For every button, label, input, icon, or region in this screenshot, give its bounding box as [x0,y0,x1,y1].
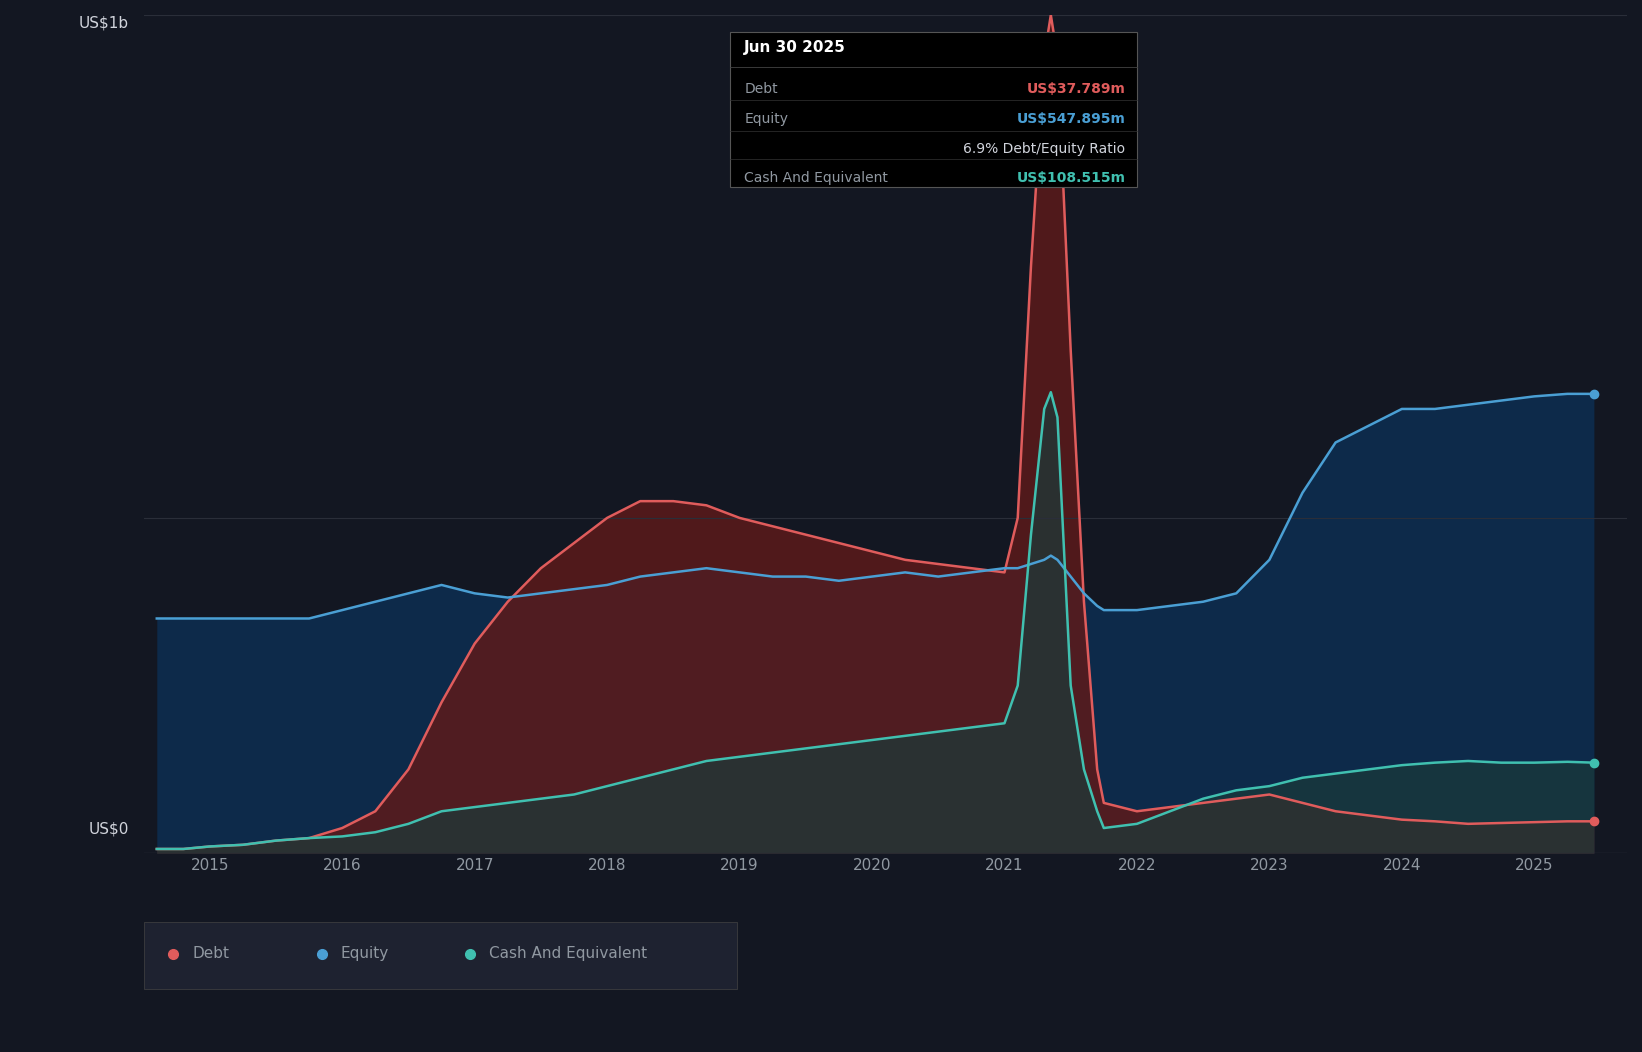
Text: US$108.515m: US$108.515m [1016,170,1125,185]
FancyBboxPatch shape [729,32,1138,187]
Text: US$547.895m: US$547.895m [1016,113,1125,126]
Text: US$37.789m: US$37.789m [1026,82,1125,96]
Text: Cash And Equivalent: Cash And Equivalent [489,946,647,962]
Text: Equity: Equity [744,113,788,126]
Text: 6.9% Debt/Equity Ratio: 6.9% Debt/Equity Ratio [964,142,1125,157]
Text: Jun 30 2025: Jun 30 2025 [744,40,846,55]
Text: US$1b: US$1b [79,15,128,31]
Text: Debt: Debt [192,946,230,962]
FancyBboxPatch shape [143,922,737,989]
Text: Equity: Equity [342,946,389,962]
Text: US$0: US$0 [89,822,128,836]
Text: Debt: Debt [744,82,778,96]
Text: Cash And Equivalent: Cash And Equivalent [744,170,888,185]
